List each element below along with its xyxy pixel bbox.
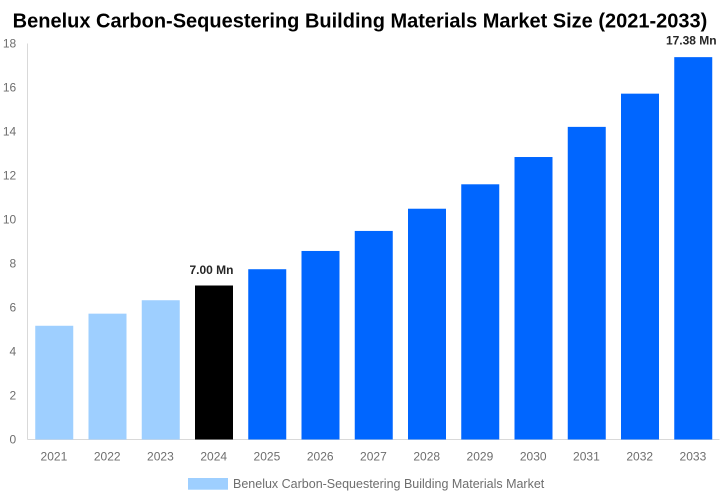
svg-text:Benelux Carbon-Sequestering Bu: Benelux Carbon-Sequestering Building Mat… xyxy=(13,11,708,33)
svg-text:4: 4 xyxy=(10,344,17,358)
svg-text:2024: 2024 xyxy=(200,450,227,464)
svg-text:17.38 Mn: 17.38 Mn xyxy=(666,34,717,48)
svg-text:2023: 2023 xyxy=(147,450,174,464)
svg-text:12: 12 xyxy=(3,168,17,182)
svg-text:Benelux Carbon-Sequestering Bu: Benelux Carbon-Sequestering Building Mat… xyxy=(233,477,545,491)
svg-text:7.00 Mn: 7.00 Mn xyxy=(189,263,233,277)
svg-text:2026: 2026 xyxy=(307,450,334,464)
svg-text:14: 14 xyxy=(3,124,17,138)
svg-text:2033: 2033 xyxy=(680,450,707,464)
svg-text:2025: 2025 xyxy=(254,450,281,464)
svg-text:10: 10 xyxy=(3,212,17,226)
svg-text:2031: 2031 xyxy=(573,450,600,464)
svg-text:2032: 2032 xyxy=(626,450,653,464)
svg-text:2029: 2029 xyxy=(467,450,494,464)
svg-text:0: 0 xyxy=(10,432,17,446)
svg-text:6: 6 xyxy=(10,300,17,314)
svg-text:16: 16 xyxy=(3,80,17,94)
svg-text:2: 2 xyxy=(10,388,17,402)
svg-text:8: 8 xyxy=(10,256,17,270)
svg-text:2028: 2028 xyxy=(413,450,440,464)
svg-text:18: 18 xyxy=(3,36,17,50)
svg-text:2021: 2021 xyxy=(41,450,68,464)
svg-text:2030: 2030 xyxy=(520,450,547,464)
svg-text:2022: 2022 xyxy=(94,450,121,464)
svg-text:2027: 2027 xyxy=(360,450,387,464)
